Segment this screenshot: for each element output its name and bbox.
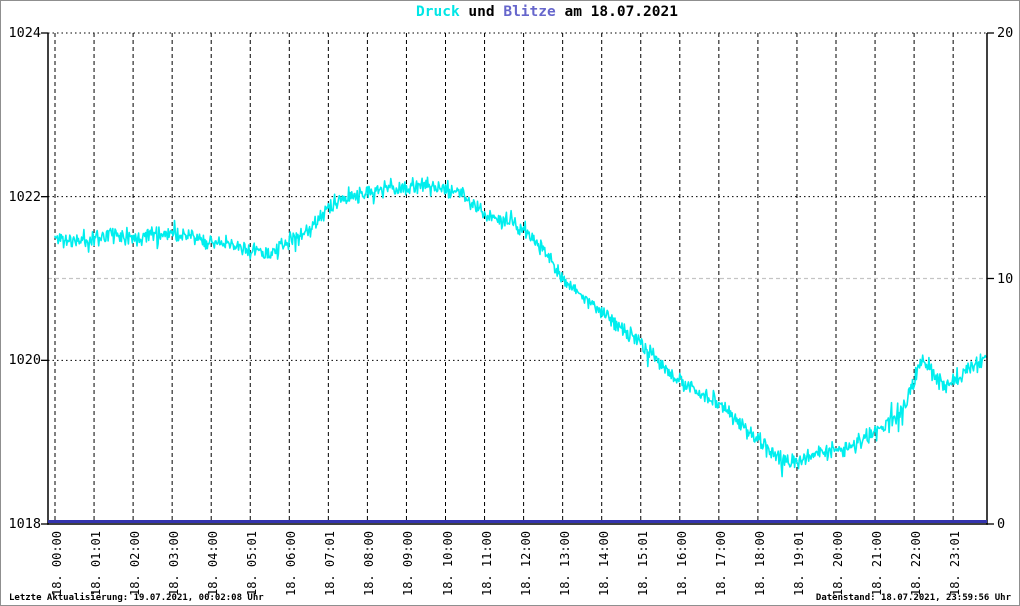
x-tick-label: 18. 16:00	[674, 531, 689, 597]
x-tick-label: 18. 12:00	[518, 531, 533, 597]
data-status-text: Datenstand: 18.07.2021, 23:59:56 Uhr	[815, 593, 1011, 603]
x-tick-label: 18. 00:00	[50, 531, 64, 597]
x-tick-label: 18. 09:00	[401, 531, 416, 597]
x-tick-label: 18. 11:00	[479, 531, 494, 597]
x-tick-label: 18. 02:00	[128, 531, 143, 597]
y-right-tick-label: 20	[997, 25, 1014, 41]
x-tick-label: 18. 10:00	[440, 531, 455, 597]
x-tick-label: 18. 13:00	[557, 531, 572, 597]
x-tick-label: 18. 23:01	[948, 531, 963, 597]
y-right-tick-label: 0	[997, 516, 1006, 532]
x-tick-label: 18. 08:00	[362, 531, 377, 597]
title-word-druck: Druck	[416, 4, 460, 20]
x-tick-label: 18. 17:00	[713, 531, 728, 597]
chart-title: Druck und Blitze am 18.07.2021	[38, 4, 1019, 20]
y-left-tick-label: 1022	[8, 188, 41, 205]
x-tick-label: 18. 04:00	[206, 531, 221, 597]
x-tick-label: 18. 22:00	[909, 531, 924, 597]
y-left-tick-label: 1024	[8, 25, 41, 41]
x-tick-label: 18. 01:01	[89, 531, 104, 597]
x-tick-label: 18. 18:00	[752, 531, 767, 597]
x-tick-label: 18. 07:01	[323, 531, 338, 597]
title-word-und: und	[459, 4, 504, 20]
y-left-tick-label: 1018	[8, 516, 41, 532]
x-tick-label: 18. 14:00	[596, 531, 611, 597]
x-tick-label: 18. 20:00	[831, 531, 845, 597]
last-update-text: Letzte Aktualisierung: 19.07.2021, 00:02…	[9, 593, 264, 603]
title-word-date: am 18.07.2021	[555, 4, 678, 20]
x-tick-label: 18. 15:01	[635, 531, 650, 597]
pressure-line	[54, 176, 988, 478]
x-tick-label: 18. 03:00	[167, 531, 182, 597]
y-right-tick-label: 10	[997, 270, 1014, 287]
y-left-tick-label: 1020	[8, 352, 41, 369]
title-word-blitze: Blitze	[503, 4, 556, 20]
x-tick-label: 18. 06:00	[284, 531, 299, 597]
x-tick-label: 18. 21:00	[870, 531, 885, 597]
x-tick-label: 18. 19:01	[791, 531, 806, 597]
x-tick-label: 18. 05:01	[245, 531, 260, 597]
